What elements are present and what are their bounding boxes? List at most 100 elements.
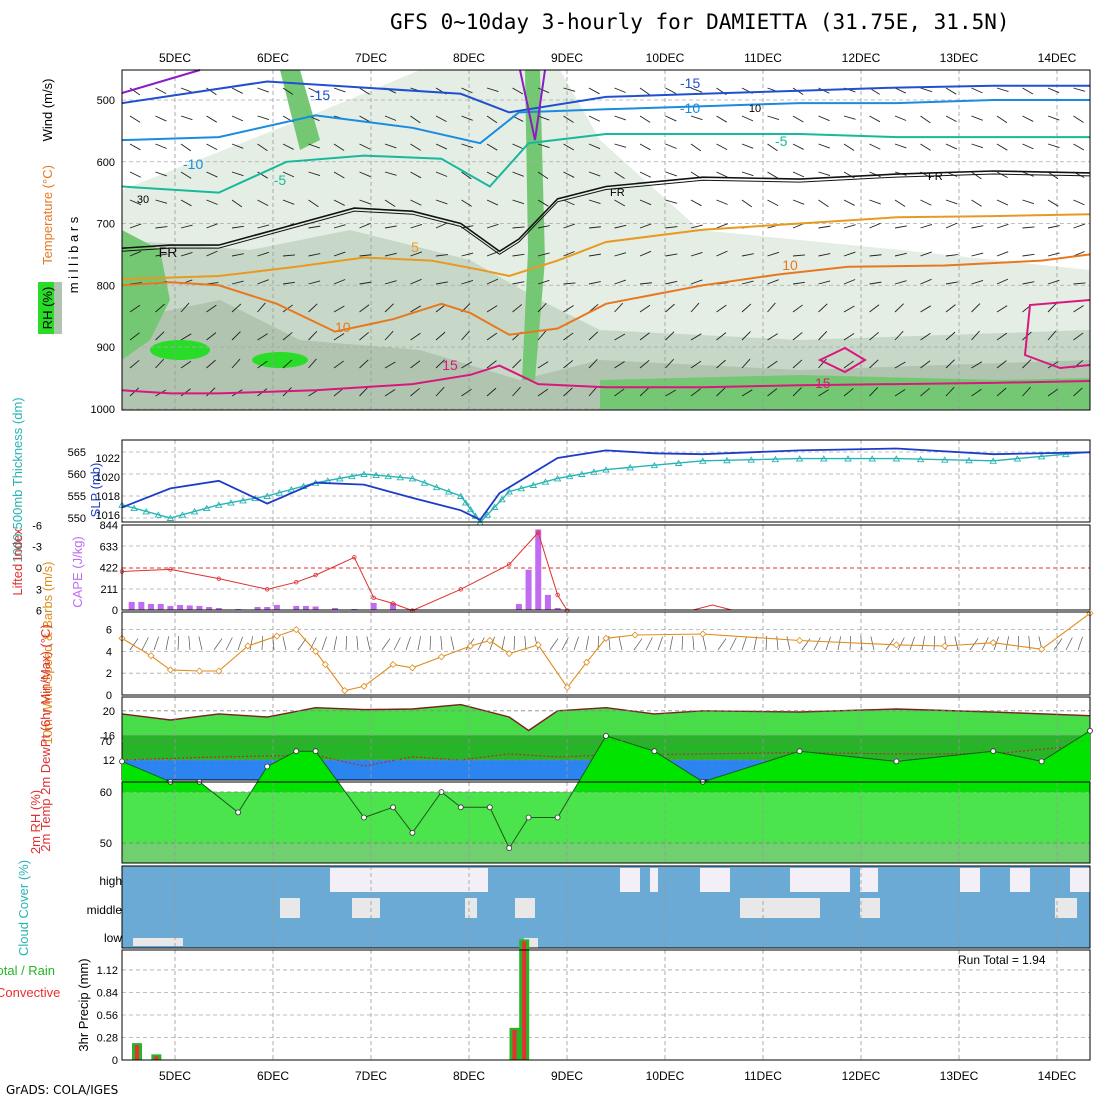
wind10m-barb bbox=[549, 638, 559, 651]
cloud-gap bbox=[330, 868, 488, 892]
bottom-date-label: 10DEC bbox=[646, 1069, 685, 1083]
thickness-marker bbox=[420, 479, 429, 486]
wind-barb bbox=[665, 358, 675, 369]
rh-shade-bright bbox=[150, 340, 210, 360]
wind-barb bbox=[665, 115, 677, 122]
wind-barb bbox=[435, 143, 448, 150]
wind10m-barb bbox=[633, 638, 643, 651]
wind-barb bbox=[486, 115, 498, 124]
wind-barb bbox=[639, 223, 652, 229]
wind10m-marker bbox=[273, 632, 281, 640]
lifted-index-tick: 6 bbox=[36, 606, 42, 618]
wind-barb bbox=[945, 143, 958, 150]
precip-convective-bar bbox=[135, 1045, 139, 1060]
thickness-marker bbox=[1013, 455, 1022, 462]
wind10m-barb bbox=[657, 636, 663, 651]
cape-tick: 211 bbox=[100, 584, 118, 596]
wind-barb bbox=[231, 303, 242, 313]
contour-label: 15 bbox=[815, 375, 831, 391]
wind-barb bbox=[818, 253, 831, 257]
wind-barb bbox=[639, 282, 652, 285]
wind10m-marker bbox=[602, 634, 610, 642]
panel-frame bbox=[121, 949, 1091, 1061]
wind10m-marker bbox=[631, 631, 639, 639]
thickness-axis-label: 1000-500mb Thickness (dm) bbox=[10, 397, 25, 562]
rh2m-marker bbox=[796, 748, 803, 755]
wind-barb bbox=[614, 302, 624, 313]
wind10m-marker bbox=[534, 641, 542, 649]
wind-barb bbox=[741, 303, 752, 313]
wind-barb bbox=[461, 225, 474, 229]
rh2m-marker bbox=[893, 758, 900, 765]
thickness-tick: 560 bbox=[68, 469, 86, 481]
wind-barb bbox=[767, 143, 778, 152]
wind-barb bbox=[741, 199, 753, 208]
lifted-index-tick: 0 bbox=[36, 563, 42, 575]
wind-barb bbox=[155, 115, 167, 122]
rh2m-tick: 50 bbox=[100, 838, 112, 850]
wind10m-marker bbox=[312, 647, 320, 655]
rh2m-marker bbox=[603, 733, 609, 739]
thickness-marker bbox=[1062, 450, 1070, 458]
wind-barb bbox=[588, 143, 601, 150]
rh-legend-swatch bbox=[38, 282, 54, 334]
wind-barb bbox=[359, 115, 371, 123]
isotherm--10 bbox=[121, 99, 1090, 145]
wind10m-barb bbox=[177, 636, 180, 651]
wind-barb bbox=[359, 387, 369, 397]
wind-barb bbox=[716, 332, 727, 341]
rh2m-axis-label: 2m RH (%) bbox=[28, 790, 43, 854]
wind-barb bbox=[257, 279, 269, 285]
thickness-marker bbox=[565, 472, 574, 480]
wind-barb bbox=[1073, 332, 1084, 341]
thickness-marker bbox=[239, 497, 247, 504]
wind-barb bbox=[206, 250, 218, 257]
upper-air-panel: -15 -10 -5 FR 5 10 15 30 10 -15 -5 FR FR 10 15 -10 500 60… bbox=[38, 69, 1091, 416]
wind-barb bbox=[945, 386, 955, 397]
cape-bar bbox=[409, 608, 416, 610]
thickness-marker bbox=[384, 472, 392, 480]
wind10m-barb bbox=[513, 636, 516, 651]
cape-bar bbox=[554, 607, 561, 610]
wind-barb bbox=[843, 305, 855, 313]
wind10m-barb bbox=[1053, 638, 1063, 651]
cape-bar bbox=[515, 603, 522, 610]
top-date-label: 8DEC bbox=[453, 51, 485, 65]
wind-barb bbox=[359, 331, 369, 341]
cape-bar bbox=[370, 602, 377, 610]
wind-barb bbox=[894, 87, 907, 94]
rh-shade-green bbox=[280, 70, 320, 150]
wind10m-barb bbox=[237, 636, 243, 651]
wind-barb bbox=[206, 359, 216, 369]
cape-bar bbox=[128, 601, 135, 610]
isotherm--5 bbox=[121, 133, 1090, 194]
wind-barb bbox=[333, 87, 346, 93]
wind10m-barb bbox=[561, 637, 569, 651]
wind10m-barb bbox=[381, 638, 391, 651]
wind-barb bbox=[665, 253, 678, 257]
thickness-marker bbox=[227, 499, 235, 506]
wind-barb bbox=[333, 143, 345, 151]
wind-barb bbox=[767, 279, 779, 285]
wind-barb bbox=[945, 331, 956, 341]
wind-barb bbox=[767, 171, 779, 179]
cape-bar bbox=[293, 605, 300, 610]
wind-barb bbox=[1047, 388, 1059, 397]
top-date-label: 5DEC bbox=[159, 51, 191, 65]
wind10m-barb bbox=[188, 636, 191, 651]
wind-barb bbox=[1022, 115, 1034, 122]
wind-barb bbox=[129, 250, 142, 257]
wind-barb bbox=[461, 330, 470, 341]
precip-convective-label: Convective bbox=[0, 985, 60, 1000]
top-date-label: 11DEC bbox=[744, 51, 782, 65]
cape-bar bbox=[254, 606, 261, 610]
isotherm-15-closed bbox=[1023, 299, 1091, 370]
wind-barb bbox=[945, 115, 957, 123]
cape-tick: 844 bbox=[100, 520, 118, 532]
pressure-tick: 900 bbox=[97, 342, 115, 354]
wind-barb bbox=[818, 199, 829, 208]
wind-barb bbox=[359, 171, 371, 178]
wind-barb bbox=[843, 333, 855, 341]
wind10m-tick: 2 bbox=[106, 668, 112, 680]
top-date-label: 14DEC bbox=[1038, 51, 1077, 65]
